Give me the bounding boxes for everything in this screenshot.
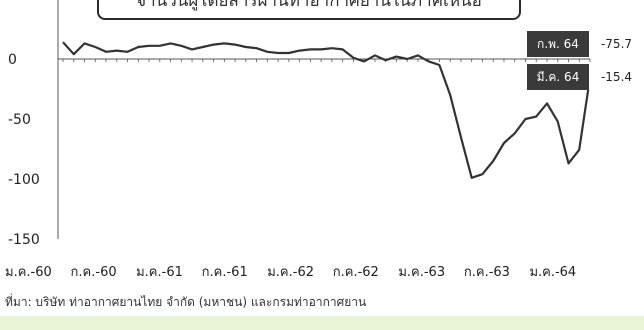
callout-label: ก.พ. 64: [527, 31, 589, 57]
footer-band: [0, 316, 644, 330]
x-tick-label: ม.ค.-61: [136, 265, 183, 280]
y-tick-label: -100: [8, 172, 40, 188]
callout-mar: มี.ค. 64 -15.4: [527, 64, 644, 90]
callout-value: -15.4: [589, 64, 644, 90]
series-line: [62, 41, 592, 179]
chart: 0 -50 -100 -150 ม.ค.-60 ก.ค.-60 ม.ค.-61 ก.ค.-6…: [5, 0, 592, 280]
chart-title: จำนวนผู้โดยสารผ่านท่าอากาศยานในภาคเหนือ: [97, 0, 521, 20]
x-tick-label: ก.ค.-60: [71, 265, 117, 280]
callout-value: -75.7: [589, 31, 644, 57]
x-tick-label: ก.ค.-62: [333, 265, 379, 280]
y-axis-ticks: 0 -50 -100 -150: [8, 52, 40, 248]
y-tick-label: -50: [8, 112, 31, 128]
x-tick-label: ก.ค.-63: [464, 265, 510, 280]
x-tick-label: ก.ค.-61: [202, 265, 248, 280]
source-note: ที่มา: บริษัท ท่าอากาศยานไทย จำกัด (มหาช…: [5, 295, 367, 309]
y-tick-label: 0: [8, 52, 17, 68]
x-tick-label: ม.ค.-64: [529, 265, 576, 280]
x-axis-labels: ม.ค.-60 ก.ค.-60 ม.ค.-61 ก.ค.-61 ม.ค.-62 ก.ค.-…: [5, 265, 576, 280]
x-tick-label: ม.ค.-62: [267, 265, 314, 280]
callout-label: มี.ค. 64: [527, 64, 589, 90]
callout-feb: ก.พ. 64 -75.7: [527, 31, 644, 57]
x-tick-label: ม.ค.-63: [398, 265, 445, 280]
x-tick-label: ม.ค.-60: [5, 265, 52, 280]
y-tick-label: -150: [8, 232, 40, 248]
